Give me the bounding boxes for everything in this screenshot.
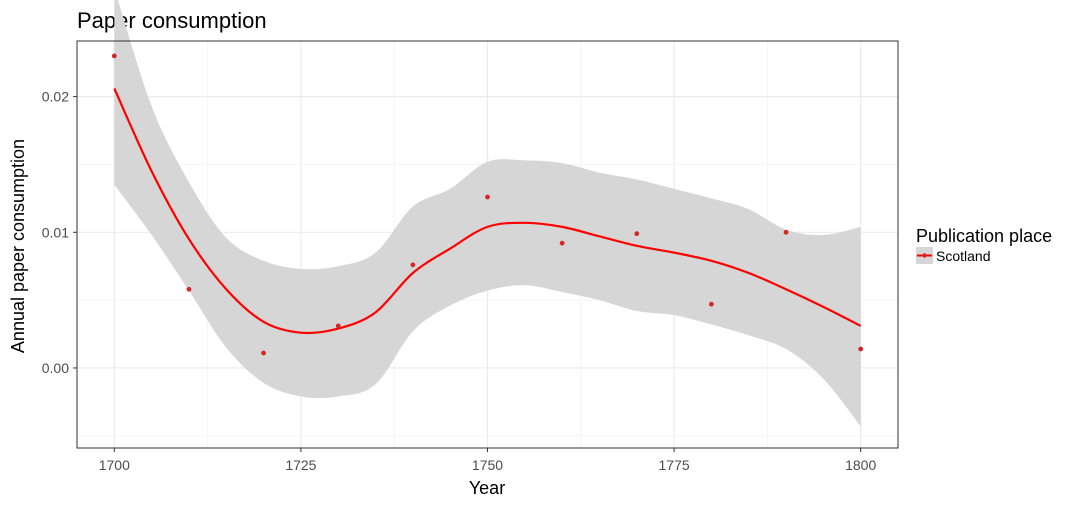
x-tick-label: 1725 xyxy=(285,457,316,473)
confidence-band-layer xyxy=(114,0,861,427)
data-point xyxy=(858,346,864,352)
data-point xyxy=(186,286,192,292)
data-point xyxy=(709,301,714,307)
data-point xyxy=(111,53,117,59)
x-tick-label: 1750 xyxy=(472,457,503,473)
data-point xyxy=(783,229,789,235)
x-tick-label: 1700 xyxy=(99,457,130,473)
smooth-line xyxy=(113,88,862,335)
confidence-band xyxy=(114,0,861,427)
legend: Publication place Scotland xyxy=(916,226,1052,264)
data-point xyxy=(634,231,640,237)
legend-title: Publication place xyxy=(916,226,1052,246)
x-axis: 1700 1725 1750 1775 1800 xyxy=(99,448,876,473)
data-point xyxy=(559,240,565,246)
y-tick-label: 0.00 xyxy=(42,360,69,376)
data-point xyxy=(485,194,490,200)
y-axis-label: Annual paper consumption xyxy=(8,139,28,353)
data-point xyxy=(335,323,341,329)
y-tick-label: 0.01 xyxy=(42,224,69,240)
y-axis: 0.00 0.01 0.02 xyxy=(42,89,77,376)
y-tick-label: 0.02 xyxy=(42,89,69,105)
x-tick-label: 1800 xyxy=(845,457,876,473)
data-point xyxy=(261,350,266,356)
smooth-line-layer xyxy=(113,88,862,335)
data-points-layer xyxy=(111,53,864,356)
legend-entry-label: Scotland xyxy=(936,248,990,264)
chart-title: Paper consumption xyxy=(77,8,267,33)
legend-entries: Scotland xyxy=(916,247,990,264)
x-tick-label: 1775 xyxy=(659,457,690,473)
legend-key-point xyxy=(922,253,927,258)
x-axis-label: Year xyxy=(469,478,505,498)
data-point xyxy=(410,262,416,268)
